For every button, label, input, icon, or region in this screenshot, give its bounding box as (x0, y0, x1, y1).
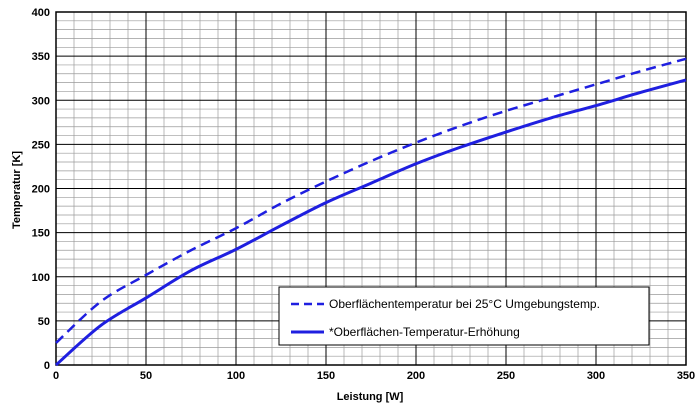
y-tick-label: 400 (32, 7, 50, 19)
x-tick-label: 0 (53, 370, 59, 382)
x-tick-label: 150 (317, 370, 335, 382)
y-tick-label: 100 (32, 272, 50, 284)
x-tick-label: 50 (140, 370, 152, 382)
x-tick-label: 200 (407, 370, 425, 382)
y-tick-label: 250 (32, 139, 50, 151)
series-line-surface-temperature (55, 57, 687, 344)
x-tick-label: 250 (497, 370, 515, 382)
y-tick-label: 0 (44, 360, 50, 372)
y-tick-label: 200 (32, 184, 50, 196)
legend-box (278, 286, 650, 346)
x-tick-label: 350 (677, 370, 695, 382)
y-tick-label: 350 (32, 51, 50, 63)
x-tick-label: 300 (587, 370, 605, 382)
series-layer (55, 57, 687, 367)
y-tick-label: 150 (32, 228, 50, 240)
y-axis-title: Temperatur [K] (11, 151, 23, 229)
plot-area-frame (55, 11, 687, 366)
y-tick-label: 300 (32, 95, 50, 107)
x-axis-tick-labels: 0 50 100 150 200 250 300 350 (53, 370, 695, 382)
x-axis-title: Leistung [W] (337, 391, 404, 403)
x-tick-label: 100 (227, 370, 245, 382)
legend: Oberflächentemperatur bei 25°C Umgebungs… (278, 286, 650, 346)
y-axis-tick-labels: 0 50 100 150 200 250 300 350 400 (32, 7, 50, 372)
legend-label-surface-temperature: Oberflächentemperatur bei 25°C Umgebungs… (329, 297, 600, 311)
legend-label-temperature-increase: *Oberflächen-Temperatur-Erhöhung (329, 325, 520, 339)
y-tick-label: 50 (38, 316, 50, 328)
series-line-temperature-increase (55, 78, 687, 367)
